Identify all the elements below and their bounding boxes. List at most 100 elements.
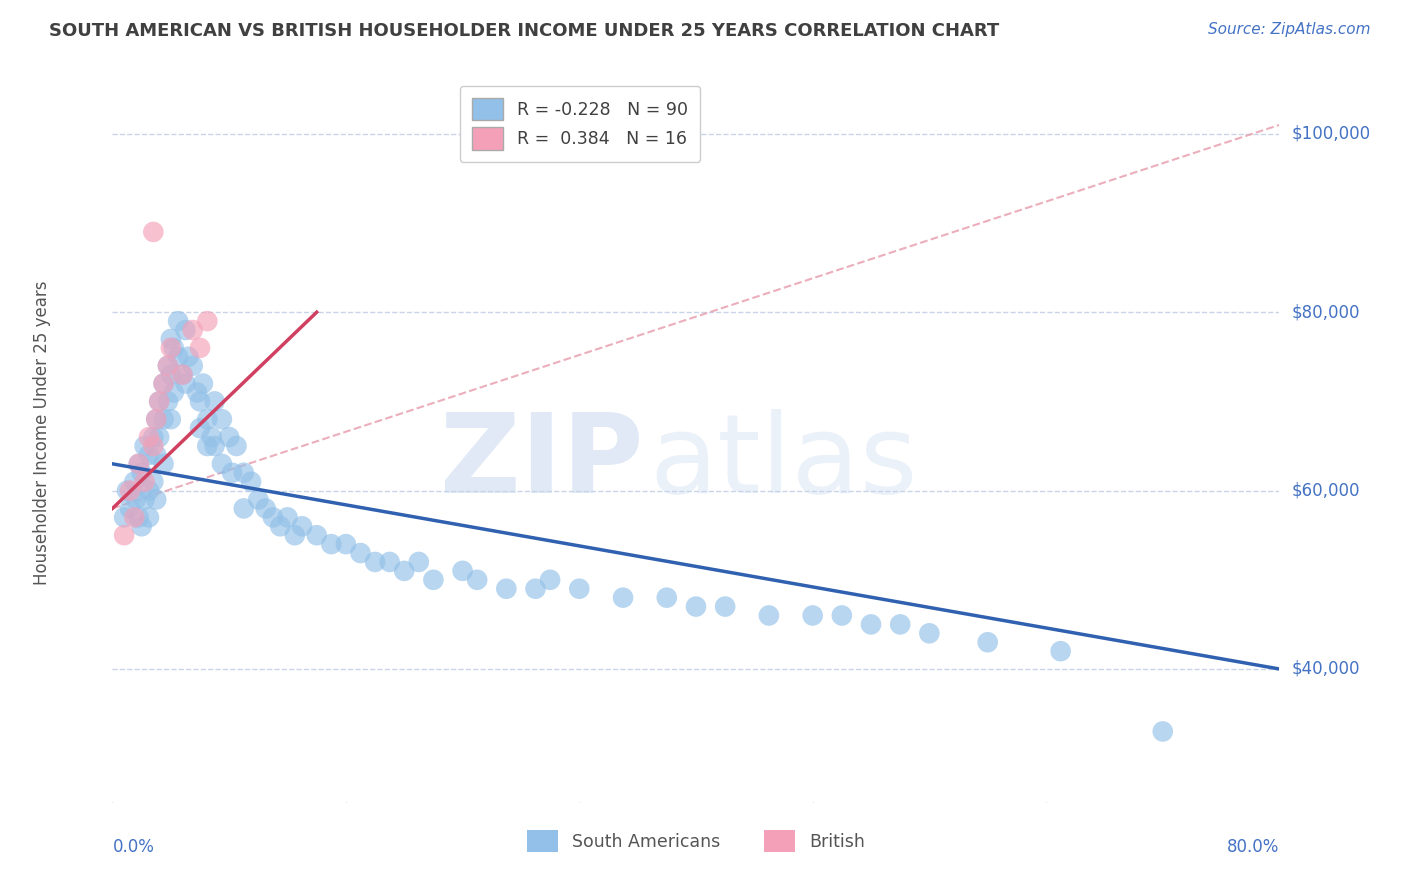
Point — [349, 546, 371, 560]
Point — [125, 492, 148, 507]
Point — [134, 492, 156, 507]
Point — [138, 448, 160, 462]
Point — [218, 430, 240, 444]
Point — [118, 501, 141, 516]
Point — [976, 635, 998, 649]
Point — [156, 359, 179, 373]
Point — [148, 430, 170, 444]
Point — [188, 341, 211, 355]
Point — [156, 394, 179, 409]
Point — [167, 314, 190, 328]
Point — [1049, 644, 1071, 658]
Point — [191, 376, 214, 391]
Point — [152, 412, 174, 426]
Point — [181, 359, 204, 373]
Point — [160, 341, 183, 355]
Text: 80.0%: 80.0% — [1227, 838, 1279, 856]
Point — [321, 537, 343, 551]
Point — [240, 475, 263, 489]
Point — [394, 564, 416, 578]
Point — [831, 608, 853, 623]
Text: $40,000: $40,000 — [1291, 660, 1360, 678]
Point — [112, 528, 135, 542]
Point — [276, 510, 298, 524]
Text: $100,000: $100,000 — [1291, 125, 1371, 143]
Point — [138, 510, 160, 524]
Point — [524, 582, 547, 596]
Point — [148, 394, 170, 409]
Point — [262, 510, 284, 524]
Point — [568, 582, 591, 596]
Point — [172, 368, 194, 382]
Point — [115, 483, 138, 498]
Point — [145, 412, 167, 426]
Point — [201, 430, 224, 444]
Point — [612, 591, 634, 605]
Point — [181, 323, 204, 337]
Text: ZIP: ZIP — [440, 409, 644, 516]
Point — [378, 555, 401, 569]
Point — [538, 573, 561, 587]
Point — [889, 617, 911, 632]
Point — [408, 555, 430, 569]
Point — [152, 457, 174, 471]
Point — [195, 412, 218, 426]
Point — [160, 368, 183, 382]
Point — [124, 475, 146, 489]
Point — [451, 564, 474, 578]
Point — [291, 519, 314, 533]
Point — [655, 591, 678, 605]
Point — [254, 501, 277, 516]
Text: SOUTH AMERICAN VS BRITISH HOUSEHOLDER INCOME UNDER 25 YEARS CORRELATION CHART: SOUTH AMERICAN VS BRITISH HOUSEHOLDER IN… — [49, 22, 1000, 40]
Point — [211, 412, 233, 426]
Point — [128, 457, 150, 471]
Point — [918, 626, 941, 640]
Point — [465, 573, 488, 587]
Legend: South Americans, British: South Americans, British — [519, 821, 873, 861]
Point — [1152, 724, 1174, 739]
Point — [195, 439, 218, 453]
Point — [131, 466, 153, 480]
Point — [138, 483, 160, 498]
Point — [305, 528, 328, 542]
Point — [225, 439, 247, 453]
Point — [128, 457, 150, 471]
Point — [758, 608, 780, 623]
Point — [177, 350, 200, 364]
Point — [152, 376, 174, 391]
Point — [211, 457, 233, 471]
Point — [134, 475, 156, 489]
Point — [232, 501, 254, 516]
Text: atlas: atlas — [650, 409, 918, 516]
Point — [335, 537, 357, 551]
Point — [152, 376, 174, 391]
Point — [134, 439, 156, 453]
Point — [172, 368, 194, 382]
Point — [145, 412, 167, 426]
Point — [145, 492, 167, 507]
Point — [160, 412, 183, 426]
Point — [156, 359, 179, 373]
Point — [801, 608, 824, 623]
Point — [174, 376, 197, 391]
Point — [142, 475, 165, 489]
Point — [204, 439, 226, 453]
Point — [163, 385, 186, 400]
Point — [131, 519, 153, 533]
Point — [714, 599, 737, 614]
Point — [247, 492, 270, 507]
Point — [142, 439, 165, 453]
Point — [269, 519, 291, 533]
Point — [138, 430, 160, 444]
Text: $80,000: $80,000 — [1291, 303, 1360, 321]
Text: 0.0%: 0.0% — [112, 838, 155, 856]
Point — [188, 421, 211, 435]
Point — [860, 617, 883, 632]
Point — [163, 341, 186, 355]
Text: $60,000: $60,000 — [1291, 482, 1360, 500]
Point — [422, 573, 444, 587]
Point — [232, 466, 254, 480]
Point — [142, 430, 165, 444]
Point — [174, 323, 197, 337]
Point — [186, 385, 208, 400]
